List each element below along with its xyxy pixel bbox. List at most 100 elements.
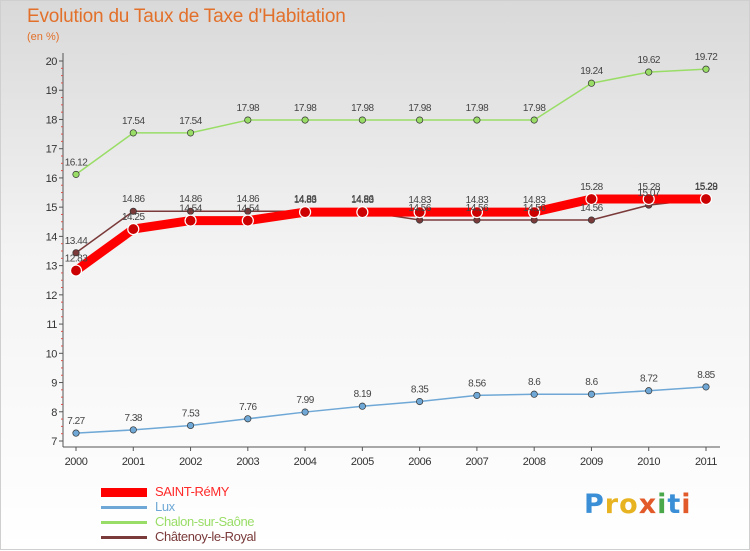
- chart-title: Evolution du Taux de Taxe d'Habitation: [27, 6, 346, 27]
- data-point-1: [186, 421, 195, 430]
- data-point-0: [585, 192, 598, 206]
- x-tick-label: 2000: [65, 456, 88, 468]
- data-point-2: [416, 116, 424, 124]
- y-tick-label: 10: [46, 348, 58, 360]
- data-point-3: [186, 207, 195, 215]
- x-tick-label: 2007: [465, 456, 488, 468]
- x-tick-label: 2002: [179, 456, 202, 468]
- y-tick-label: 13: [46, 261, 58, 273]
- legend-item: Châtenoy-le-Royal: [101, 529, 321, 545]
- data-point-0: [356, 206, 369, 219]
- y-tick-label: 20: [46, 56, 58, 68]
- data-point-0: [241, 214, 254, 227]
- y-tick-label: 17: [46, 144, 58, 156]
- series-line-0: [71, 194, 711, 276]
- data-label: 12.83: [65, 254, 88, 265]
- data-label: 17.54: [122, 116, 145, 127]
- x-tick-label: 2001: [122, 456, 145, 468]
- data-label: 14.86: [179, 194, 202, 205]
- data-point-2: [358, 116, 366, 124]
- legend-item: Chalon-sur-Saône: [101, 514, 321, 530]
- data-label: 19.72: [695, 52, 718, 63]
- legend-label: SAINT-RéMY: [155, 484, 230, 499]
- data-point-1: [301, 408, 309, 416]
- data-point-0: [642, 192, 655, 206]
- logo-letter: o: [619, 489, 639, 520]
- data-point-2: [72, 170, 80, 178]
- y-tick-label: 16: [46, 173, 58, 185]
- data-label: 8.6: [585, 377, 598, 388]
- data-point-2: [129, 129, 137, 137]
- series-lines: [69, 65, 713, 437]
- data-label: 8.72: [640, 374, 658, 385]
- data-point-1: [72, 429, 80, 437]
- legend-item: SAINT-RéMY: [101, 484, 321, 500]
- legend-swatch: [101, 521, 147, 524]
- x-tick-label: 2009: [580, 456, 603, 468]
- y-tick-label: 15: [46, 202, 58, 214]
- data-point-1: [702, 383, 710, 391]
- data-point-1: [587, 390, 596, 398]
- data-point-1: [473, 391, 481, 399]
- data-point-1: [530, 390, 538, 398]
- data-point-0: [127, 222, 140, 236]
- y-tick-label: 14: [46, 231, 58, 243]
- logo-letter: t: [667, 489, 682, 520]
- data-point-1: [129, 426, 137, 434]
- data-point-0: [470, 206, 484, 219]
- axes: 7 8 9 10 11 12 13 14 15 16 17 18 19 20 2000 2001 2002 200…: [46, 53, 720, 468]
- legend-swatch: [101, 506, 147, 509]
- legend-label: Châtenoy-le-Royal: [155, 529, 256, 544]
- data-label: 14.86: [122, 194, 145, 205]
- data-label: 14.56: [466, 203, 489, 214]
- data-point-1: [416, 397, 424, 406]
- data-point-3: [244, 207, 252, 215]
- data-label: 14.86: [237, 194, 260, 205]
- y-tick-label: 12: [46, 290, 58, 302]
- data-point-2: [587, 79, 596, 87]
- x-tick-label: 2004: [294, 456, 317, 468]
- legend-label: Chalon-sur-Saône: [155, 514, 255, 529]
- x-tick-label: 2003: [236, 456, 259, 468]
- data-point-1: [645, 387, 653, 395]
- data-label: 7.76: [239, 402, 257, 413]
- y-tick-label: 9: [51, 378, 57, 390]
- data-label: 8.85: [697, 370, 715, 381]
- data-point-3: [72, 249, 80, 257]
- y-tick-label: 19: [46, 85, 58, 97]
- data-point-2: [301, 116, 309, 124]
- data-point-2: [473, 116, 481, 124]
- data-label: 15.07: [637, 188, 660, 199]
- data-label: 14.83: [351, 195, 374, 206]
- data-point-2: [530, 116, 538, 124]
- data-point-2: [645, 68, 653, 76]
- y-axis-unit-label: (en %): [27, 31, 60, 43]
- data-label: 14.56: [580, 203, 603, 214]
- data-label: 13.44: [65, 236, 88, 247]
- data-label: 17.98: [466, 103, 489, 114]
- logo-letter: i: [657, 489, 668, 520]
- logo-letter: P: [584, 489, 605, 520]
- series-line-1: [75, 386, 707, 434]
- data-label: 17.98: [237, 103, 260, 114]
- y-tick-label: 11: [46, 319, 57, 331]
- data-label: 7.99: [296, 395, 314, 406]
- data-label: 8.6: [528, 377, 541, 388]
- data-label: 14.56: [523, 203, 546, 214]
- data-label: 19.24: [580, 66, 603, 77]
- data-label: 7.38: [125, 413, 143, 424]
- data-label: 19.62: [637, 55, 660, 66]
- data-labels: 12.83 14.25 14.54 14.54 14.83 14.83 14.83 14.83…: [65, 52, 719, 427]
- x-tick-label: 2005: [351, 456, 374, 468]
- logo-letter: r: [604, 489, 620, 520]
- data-label: 17.98: [408, 103, 431, 114]
- data-label: 15.28: [580, 182, 603, 193]
- series-line-2: [75, 68, 707, 176]
- y-tick-label: 18: [46, 114, 58, 126]
- x-tick-label: 2011: [695, 456, 717, 468]
- data-label: 8.35: [411, 385, 429, 396]
- data-point-0: [298, 206, 312, 219]
- data-label: 14.56: [408, 203, 431, 214]
